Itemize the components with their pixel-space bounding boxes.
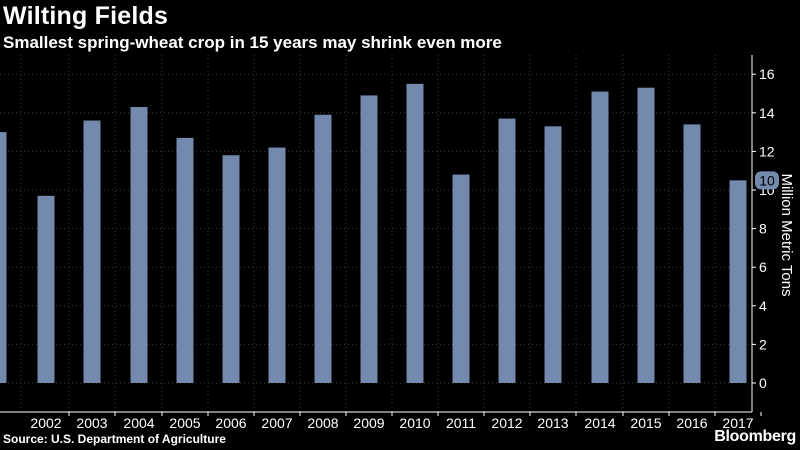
x-tick-label: 2004 — [123, 415, 154, 431]
y-tick-label: 2 — [759, 336, 767, 352]
x-tick-label: 2002 — [30, 415, 61, 431]
x-axis-labels: 2002 2003 2004 2005 2006 2007 2008 2009 2010 2011… — [30, 412, 762, 431]
x-tick-label: 2015 — [630, 415, 661, 431]
x-tick-label: 2012 — [491, 415, 522, 431]
bar-2002 — [37, 195, 55, 383]
x-tick-label: 2016 — [676, 415, 707, 431]
bar-2017 — [729, 180, 747, 383]
x-tick-label: 2014 — [584, 415, 615, 431]
y-tick-label: 16 — [759, 66, 775, 82]
x-tick-label: 2008 — [307, 415, 338, 431]
y-tick-label: 12 — [759, 143, 775, 159]
source-note: Source: U.S. Department of Agriculture — [3, 432, 226, 446]
y-tick-label: 14 — [759, 105, 775, 121]
y-tick-label: 6 — [759, 259, 767, 275]
bar-2014 — [591, 91, 609, 383]
bars — [0, 83, 747, 384]
bar-2003 — [83, 120, 101, 384]
x-tick-label: 2007 — [261, 415, 292, 431]
bar-2007 — [268, 147, 286, 383]
last-value-badge — [755, 171, 779, 190]
bar-2015 — [637, 87, 655, 384]
chart-subtitle: Smallest spring-wheat crop in 15 years m… — [3, 33, 502, 52]
bloomberg-logo: Bloomberg — [714, 428, 796, 445]
y-tick-label: 4 — [759, 298, 767, 314]
x-tick-label: 2011 — [446, 415, 476, 431]
x-tick-label: 2013 — [537, 415, 568, 431]
x-tick-label: 2010 — [399, 415, 430, 431]
chart-title: Wilting Fields — [3, 2, 169, 30]
bar-2008 — [314, 114, 332, 383]
x-tick-label: 2017 — [722, 415, 753, 431]
bar-2004 — [130, 107, 148, 383]
y-tick-label: 0 — [759, 375, 767, 391]
bar-2005 — [176, 137, 194, 383]
x-tick-label: 2005 — [169, 415, 200, 431]
last-value-label: 10 — [759, 172, 775, 188]
y-axis-title: Million Metric Tons — [778, 173, 795, 296]
bar-2006 — [222, 155, 240, 383]
bar-2016 — [683, 124, 701, 383]
x-tick-label: 2003 — [76, 415, 107, 431]
last-value-marker: 10 — [755, 171, 779, 190]
bar-2012 — [498, 118, 516, 383]
y-axis-labels: 0 2 4 6 8 10 12 14 16 — [752, 66, 775, 391]
bar-2010 — [406, 83, 424, 383]
x-tick-label: 2006 — [215, 415, 246, 431]
bar-2011 — [452, 174, 470, 383]
bar-2001 — [0, 132, 7, 383]
x-tick-label: 2009 — [353, 415, 384, 431]
y-tick-label: 8 — [759, 221, 767, 237]
bar-2009 — [360, 95, 378, 384]
bar-2013 — [544, 126, 562, 383]
